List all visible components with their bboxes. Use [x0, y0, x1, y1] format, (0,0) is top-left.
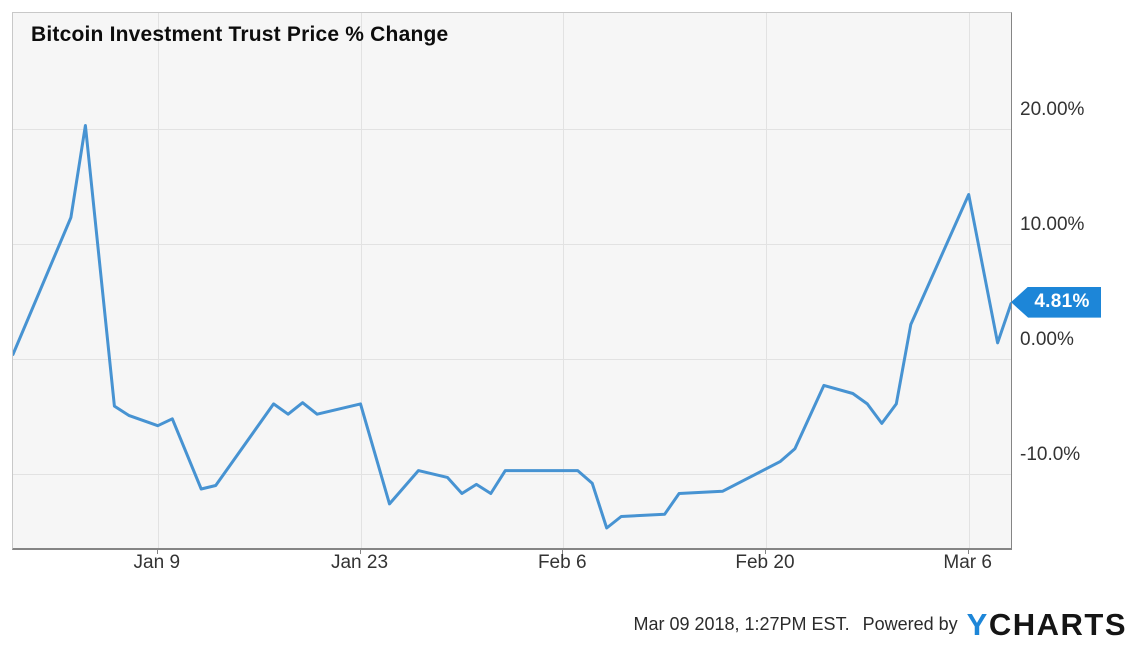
last-value-badge: 4.81% — [1011, 286, 1101, 318]
ycharts-logo-y: Y — [966, 606, 989, 642]
x-axis-label: Feb 20 — [735, 552, 795, 573]
chart-title: Bitcoin Investment Trust Price % Change — [31, 23, 449, 46]
vertical-gridline — [765, 13, 767, 548]
vertical-gridline — [360, 13, 362, 548]
x-axis-tick — [156, 549, 158, 554]
x-axis-tick — [562, 549, 564, 554]
x-axis-tick — [359, 549, 361, 554]
ycharts-logo: YCHARTS — [967, 609, 1127, 640]
price-line-series — [13, 124, 1011, 530]
x-axis-tick — [967, 549, 969, 554]
y-axis-label: 10.00% — [1020, 214, 1085, 235]
last-value-label: 4.81% — [1034, 291, 1090, 313]
horizontal-gridline — [13, 359, 1011, 360]
plot-area: Bitcoin Investment Trust Price % Change — [12, 12, 1012, 550]
vertical-gridline — [563, 13, 565, 548]
vertical-gridline — [157, 13, 159, 548]
horizontal-gridline — [13, 244, 1011, 245]
horizontal-gridline — [13, 129, 1011, 130]
x-axis-label: Jan 9 — [133, 552, 181, 573]
y-axis-label: -10.0% — [1020, 444, 1081, 465]
vertical-gridline — [968, 13, 970, 548]
x-axis-label: Jan 23 — [330, 552, 389, 573]
x-axis-label: Feb 6 — [537, 552, 587, 573]
y-axis-label: 0.00% — [1020, 329, 1074, 350]
powered-by-label: Powered by — [862, 613, 958, 634]
ycharts-logo-charts: CHARTS — [988, 606, 1127, 642]
y-axis-label: 20.00% — [1020, 99, 1085, 120]
x-axis-tick — [764, 549, 766, 554]
footer: Mar 09 2018, 1:27PM EST. Powered by YCHA… — [633, 604, 1127, 644]
horizontal-gridline — [13, 474, 1011, 475]
price-line-chart — [13, 124, 1011, 530]
footer-timestamp: Mar 09 2018, 1:27PM EST. — [633, 613, 850, 634]
x-axis-label: Mar 6 — [943, 552, 992, 573]
